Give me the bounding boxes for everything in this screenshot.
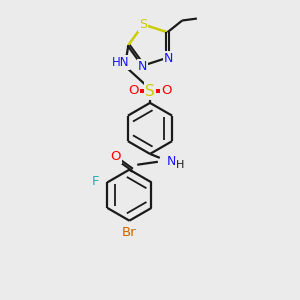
- Text: O: O: [110, 150, 121, 164]
- Text: N: N: [138, 60, 147, 73]
- Text: S: S: [145, 84, 155, 99]
- Text: HN: HN: [112, 56, 129, 69]
- Text: F: F: [92, 175, 99, 188]
- Text: N: N: [167, 155, 176, 168]
- Text: S: S: [139, 18, 147, 31]
- Text: N: N: [164, 52, 173, 65]
- Text: Br: Br: [122, 226, 137, 239]
- Text: O: O: [128, 84, 139, 97]
- Text: H: H: [176, 160, 184, 170]
- Text: O: O: [161, 84, 172, 97]
